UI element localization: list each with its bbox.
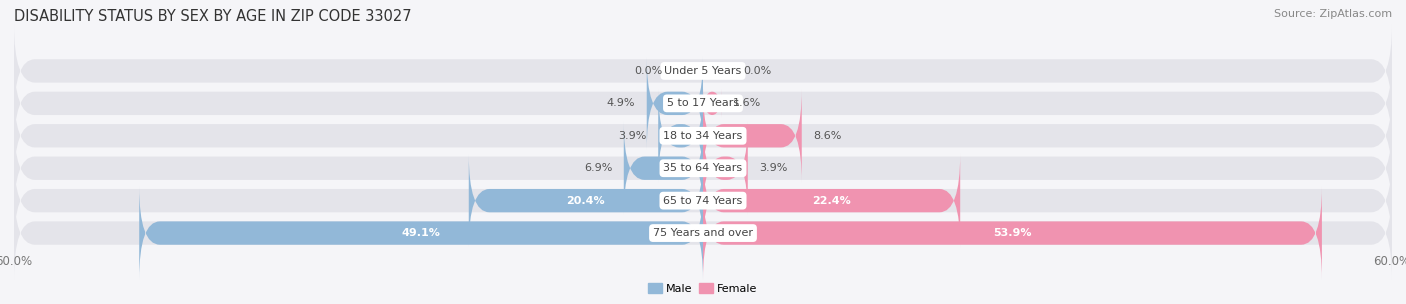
Text: 0.0%: 0.0% — [634, 66, 662, 76]
Text: DISABILITY STATUS BY SEX BY AGE IN ZIP CODE 33027: DISABILITY STATUS BY SEX BY AGE IN ZIP C… — [14, 9, 412, 24]
FancyBboxPatch shape — [139, 186, 703, 280]
FancyBboxPatch shape — [703, 89, 801, 182]
Text: 18 to 34 Years: 18 to 34 Years — [664, 131, 742, 141]
Text: 20.4%: 20.4% — [567, 196, 605, 206]
Text: 49.1%: 49.1% — [402, 228, 440, 238]
Text: 6.9%: 6.9% — [583, 163, 612, 173]
FancyBboxPatch shape — [14, 89, 1392, 182]
Text: 35 to 64 Years: 35 to 64 Years — [664, 163, 742, 173]
FancyBboxPatch shape — [703, 186, 1322, 280]
Text: 53.9%: 53.9% — [993, 228, 1032, 238]
FancyBboxPatch shape — [14, 186, 1392, 280]
Legend: Male, Female: Male, Female — [644, 279, 762, 298]
Text: 4.9%: 4.9% — [607, 98, 636, 108]
FancyBboxPatch shape — [647, 57, 703, 150]
Text: 8.6%: 8.6% — [813, 131, 842, 141]
FancyBboxPatch shape — [14, 154, 1392, 247]
FancyBboxPatch shape — [624, 122, 703, 215]
Text: Under 5 Years: Under 5 Years — [665, 66, 741, 76]
FancyBboxPatch shape — [14, 24, 1392, 118]
FancyBboxPatch shape — [703, 122, 748, 215]
FancyBboxPatch shape — [658, 89, 703, 182]
Text: 3.9%: 3.9% — [619, 131, 647, 141]
Text: 3.9%: 3.9% — [759, 163, 787, 173]
FancyBboxPatch shape — [14, 122, 1392, 215]
FancyBboxPatch shape — [14, 57, 1392, 150]
FancyBboxPatch shape — [468, 154, 703, 247]
FancyBboxPatch shape — [703, 89, 721, 118]
Text: 1.6%: 1.6% — [733, 98, 761, 108]
Text: 0.0%: 0.0% — [744, 66, 772, 76]
Text: Source: ZipAtlas.com: Source: ZipAtlas.com — [1274, 9, 1392, 19]
Text: 65 to 74 Years: 65 to 74 Years — [664, 196, 742, 206]
Text: 75 Years and over: 75 Years and over — [652, 228, 754, 238]
Text: 22.4%: 22.4% — [813, 196, 851, 206]
FancyBboxPatch shape — [703, 154, 960, 247]
Text: 5 to 17 Years: 5 to 17 Years — [666, 98, 740, 108]
